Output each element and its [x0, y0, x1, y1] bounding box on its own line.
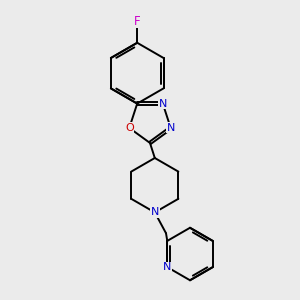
Text: N: N — [159, 99, 167, 109]
Text: N: N — [167, 123, 175, 133]
Text: N: N — [163, 262, 172, 272]
Text: O: O — [125, 123, 134, 133]
Text: F: F — [134, 15, 140, 28]
Text: N: N — [151, 207, 159, 218]
